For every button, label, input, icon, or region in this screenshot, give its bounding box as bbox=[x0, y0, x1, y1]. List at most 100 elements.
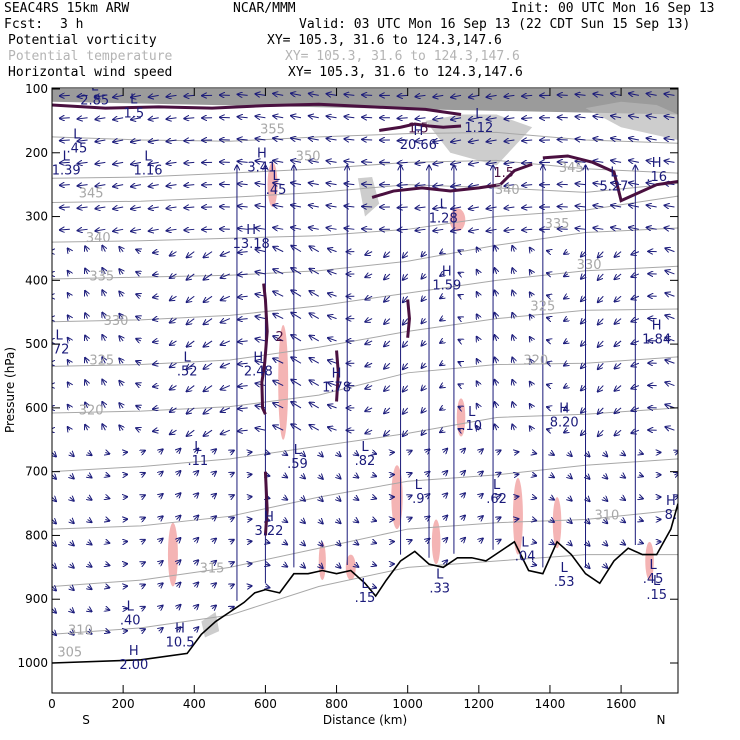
wind-vector bbox=[598, 318, 604, 325]
hl-marker: L bbox=[521, 536, 529, 551]
hl-marker: H bbox=[264, 510, 274, 525]
wind-vector bbox=[547, 295, 550, 296]
wind-vector bbox=[166, 185, 177, 186]
wind-vector bbox=[60, 162, 70, 163]
wind-vector bbox=[422, 274, 426, 279]
wind-vector bbox=[141, 629, 145, 631]
wind-vector bbox=[495, 290, 497, 297]
wind-vector bbox=[593, 138, 604, 140]
wind-vector bbox=[68, 293, 70, 296]
wind-vector bbox=[149, 162, 159, 164]
wind-vector bbox=[221, 319, 231, 323]
wind-vector bbox=[530, 292, 532, 296]
wind-vector bbox=[398, 95, 408, 96]
hl-marker: L bbox=[184, 351, 192, 366]
wind-vector bbox=[477, 270, 479, 274]
wind-vector bbox=[309, 116, 319, 118]
wind-vector bbox=[665, 271, 675, 274]
wind-vector bbox=[238, 139, 248, 140]
wind-vector bbox=[212, 583, 216, 586]
wind-vector bbox=[403, 362, 408, 369]
pv-contour bbox=[335, 350, 340, 402]
wind-vector bbox=[88, 475, 92, 478]
wind-vector bbox=[238, 296, 248, 297]
hl-value: 1.12 bbox=[464, 121, 493, 136]
wind-vector bbox=[309, 358, 320, 364]
wind-vector bbox=[564, 341, 568, 343]
wind-vector bbox=[603, 453, 607, 457]
wind-vector bbox=[105, 497, 109, 498]
wind-vector bbox=[647, 227, 657, 229]
wind-vector bbox=[149, 229, 159, 231]
wind-vector bbox=[639, 453, 643, 455]
wind-vector bbox=[615, 251, 622, 257]
wind-vector bbox=[384, 429, 391, 435]
wind-vector bbox=[70, 542, 74, 546]
wind-vector bbox=[512, 358, 514, 364]
wind-vector bbox=[469, 162, 479, 164]
wind-vector bbox=[328, 427, 337, 430]
wind-vector bbox=[354, 542, 358, 545]
wind-vector bbox=[581, 296, 586, 301]
wind-vector bbox=[522, 207, 533, 208]
hl-marker: L bbox=[130, 92, 138, 107]
wind-vector bbox=[60, 140, 70, 141]
wind-vector bbox=[309, 160, 319, 162]
wind-vector bbox=[433, 185, 444, 187]
wind-vector bbox=[309, 93, 319, 95]
wind-vector bbox=[603, 564, 607, 568]
wind-vector bbox=[495, 380, 497, 386]
pv-label: 1.5 bbox=[408, 121, 429, 136]
wind-vector bbox=[665, 248, 675, 251]
wind-vector bbox=[102, 290, 105, 297]
wind-vector bbox=[238, 184, 248, 185]
wind-vector bbox=[365, 408, 373, 411]
wind-vector bbox=[372, 586, 376, 587]
wind-vector bbox=[255, 272, 266, 274]
wind-vector bbox=[458, 429, 461, 430]
wind-vector bbox=[398, 162, 408, 163]
wind-vector bbox=[647, 160, 657, 162]
wind-vector bbox=[621, 542, 625, 545]
wind-vector bbox=[581, 341, 586, 346]
wind-vector bbox=[176, 449, 180, 453]
wind-vector bbox=[564, 430, 568, 432]
wind-vector bbox=[593, 161, 604, 163]
hl-marker: H bbox=[246, 223, 256, 238]
wind-vector bbox=[319, 520, 323, 524]
y-tick-label: 500 bbox=[25, 337, 48, 351]
wind-vector bbox=[522, 185, 533, 186]
wind-vector bbox=[52, 453, 56, 457]
wind-vector bbox=[665, 405, 675, 408]
hl-marker: L bbox=[610, 166, 618, 181]
x-tick-label: 1200 bbox=[464, 697, 495, 711]
hl-marker: H bbox=[652, 319, 662, 334]
wind-vector bbox=[415, 95, 426, 96]
wind-vector bbox=[95, 95, 106, 97]
wind-vector bbox=[230, 450, 234, 452]
wind-vector bbox=[408, 540, 412, 542]
wind-vector bbox=[68, 248, 70, 251]
wind-vector bbox=[443, 516, 447, 520]
wind-vector bbox=[291, 424, 302, 431]
wind-vector bbox=[647, 205, 657, 207]
wind-vector bbox=[504, 229, 515, 230]
wind-vector bbox=[403, 385, 408, 392]
wind-vector bbox=[415, 140, 426, 141]
wind-vector bbox=[70, 453, 74, 457]
theta-label: 305 bbox=[57, 646, 82, 661]
wind-vector bbox=[327, 116, 337, 118]
wind-vector bbox=[230, 584, 234, 586]
wind-vector bbox=[187, 295, 195, 302]
hl-value: .45 bbox=[643, 572, 664, 587]
wind-vector bbox=[603, 542, 607, 546]
wind-vector bbox=[514, 452, 518, 453]
wind-vector bbox=[564, 319, 568, 321]
wind-vector bbox=[384, 295, 391, 301]
wind-vector bbox=[327, 161, 337, 163]
hl-marker: L bbox=[127, 599, 135, 614]
wind-vector bbox=[372, 520, 376, 521]
wind-vector bbox=[309, 403, 320, 409]
wind-vector bbox=[194, 627, 198, 631]
